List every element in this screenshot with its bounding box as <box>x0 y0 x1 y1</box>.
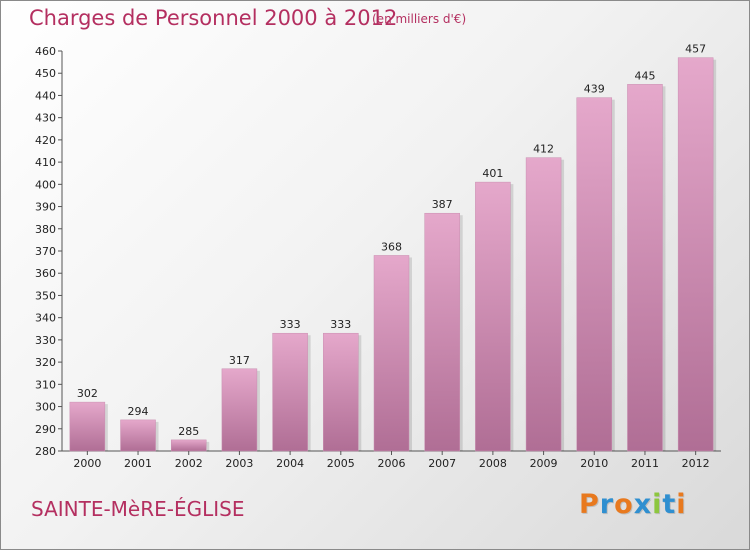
x-tick-label: 2010 <box>580 457 608 470</box>
bar <box>221 368 258 452</box>
bar <box>677 57 714 452</box>
logo-letter: r <box>599 489 615 520</box>
bar <box>525 157 562 452</box>
bar-value-label: 333 <box>330 318 351 331</box>
y-tick-label: 310 <box>35 378 56 391</box>
bar <box>170 439 207 452</box>
y-tick-label: 400 <box>35 178 56 191</box>
y-tick-label: 350 <box>35 289 56 302</box>
y-tick-label: 320 <box>35 356 56 369</box>
x-tick-label: 2001 <box>124 457 152 470</box>
y-axis: 280 290 300 310 320 330 340 350 360 370 380 390 400 4… <box>35 45 721 458</box>
bar-value-label: 333 <box>280 318 301 331</box>
x-tick-label: 2000 <box>73 457 101 470</box>
x-tick-label: 2009 <box>530 457 558 470</box>
y-tick-label: 450 <box>35 67 56 80</box>
chart-subtitle: (en milliers d'€) <box>372 12 467 26</box>
bar <box>69 401 106 452</box>
bars: 302 294 285 317 333 333 368 387 401 412 439 445 457 <box>69 43 717 452</box>
bar-value-label: 457 <box>685 43 706 56</box>
bar-value-label: 445 <box>634 69 655 82</box>
y-tick-label: 420 <box>35 134 56 147</box>
bar-value-label: 368 <box>381 240 402 253</box>
x-tick-label: 2012 <box>682 457 710 470</box>
x-tick-label: 2006 <box>378 457 406 470</box>
bar-value-label: 401 <box>482 167 503 180</box>
x-tick-label: 2007 <box>428 457 456 470</box>
y-tick-label: 290 <box>35 423 56 436</box>
y-tick-label: 280 <box>35 445 56 458</box>
bar-value-label: 387 <box>432 198 453 211</box>
x-tick-label: 2011 <box>631 457 659 470</box>
logo-letter: x <box>633 489 653 520</box>
bar <box>576 97 613 452</box>
y-tick-label: 340 <box>35 312 56 325</box>
bar <box>475 181 511 452</box>
proxiti-logo[interactable]: Proxiti <box>579 489 687 520</box>
logo-letter: t <box>662 489 677 520</box>
y-tick-label: 440 <box>35 89 56 102</box>
y-tick-label: 360 <box>35 267 56 280</box>
x-tick-label: 2004 <box>276 457 304 470</box>
logo-letter: i <box>652 489 663 520</box>
x-tick-label: 2005 <box>327 457 355 470</box>
y-tick-label: 330 <box>35 334 56 347</box>
y-tick-label: 370 <box>35 245 56 258</box>
y-tick-label: 460 <box>35 45 56 58</box>
bar-value-label: 412 <box>533 143 554 156</box>
x-tick-label: 2002 <box>175 457 203 470</box>
bar-value-label: 439 <box>584 83 605 96</box>
bar-value-label: 317 <box>229 354 250 367</box>
x-tick-label: 2003 <box>225 457 253 470</box>
logo-letter: P <box>579 489 600 520</box>
bar <box>272 332 308 452</box>
bar <box>627 84 663 452</box>
commune-name: SAINTE-MèRE-ÉGLISE <box>31 497 245 521</box>
y-tick-label: 430 <box>35 112 56 125</box>
y-tick-label: 410 <box>35 156 56 169</box>
bar <box>424 212 460 452</box>
y-tick-label: 300 <box>35 401 56 414</box>
logo-letter: o <box>614 489 634 520</box>
chart-title: Charges de Personnel 2000 à 2012 <box>29 6 398 30</box>
bar-value-label: 294 <box>128 405 149 418</box>
logo-letter: i <box>676 489 687 520</box>
y-tick-label: 390 <box>35 201 56 214</box>
bar <box>120 419 156 452</box>
bar-value-label: 302 <box>77 387 98 400</box>
x-tick-label: 2008 <box>479 457 507 470</box>
y-tick-label: 380 <box>35 223 56 236</box>
bar <box>323 332 359 452</box>
bar-value-label: 285 <box>178 425 199 438</box>
x-axis: 2000 2001 2002 2003 2004 2005 2006 2007 2008 2009… <box>73 451 710 470</box>
bar <box>373 255 410 452</box>
